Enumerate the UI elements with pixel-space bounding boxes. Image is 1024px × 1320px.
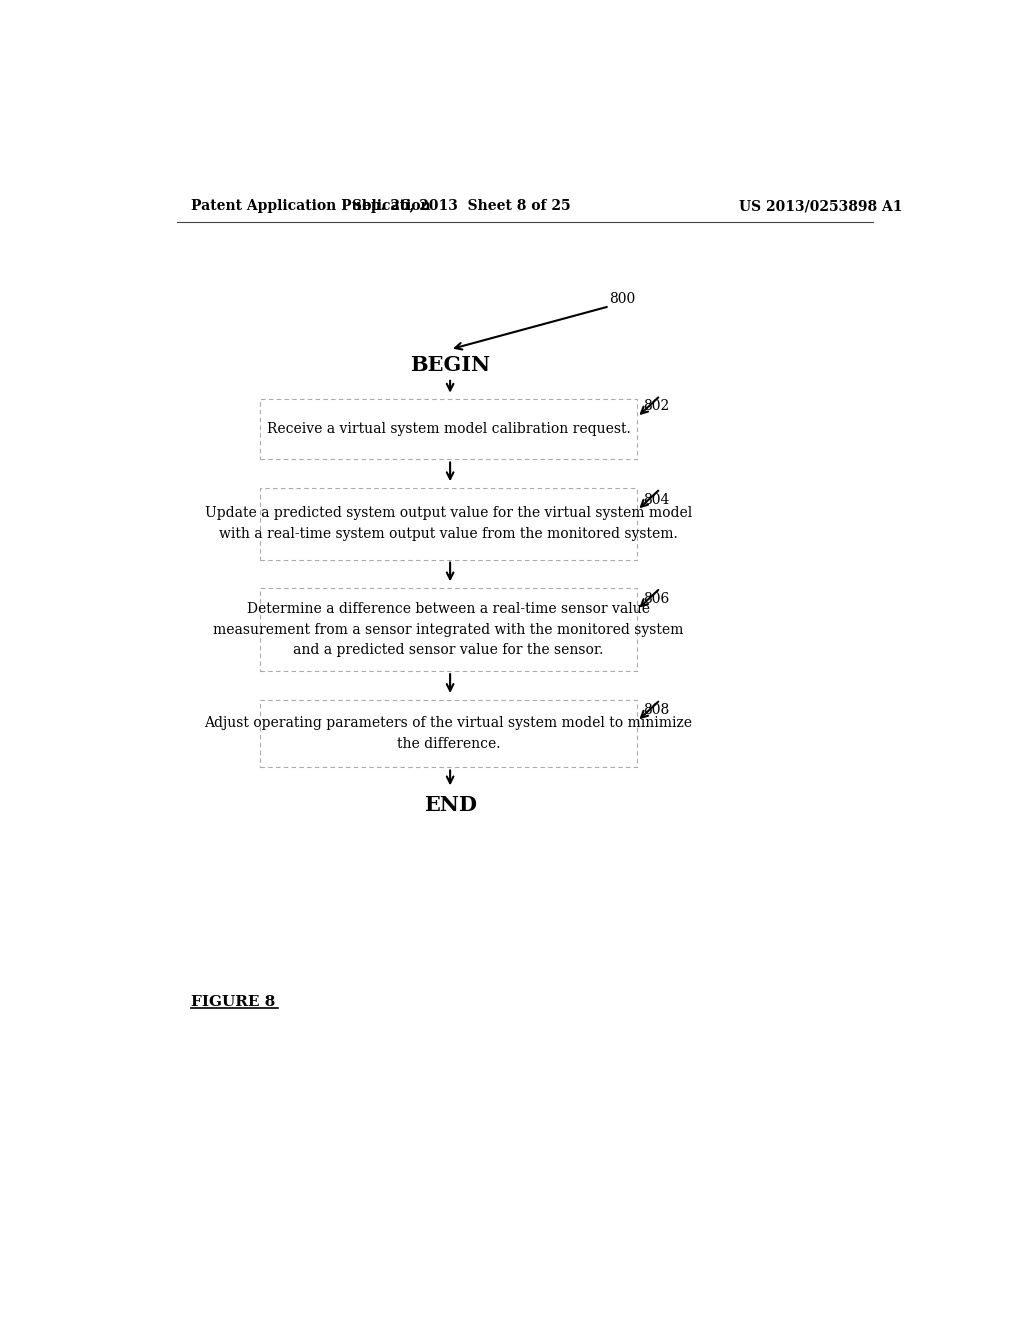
Text: Determine a difference between a real-time sensor value
measurement from a senso: Determine a difference between a real-ti… bbox=[213, 602, 684, 657]
Text: BEGIN: BEGIN bbox=[410, 355, 490, 375]
Text: END: END bbox=[424, 795, 476, 816]
Text: Adjust operating parameters of the virtual system model to minimize
the differen: Adjust operating parameters of the virtu… bbox=[205, 717, 692, 751]
Text: Sep. 26, 2013  Sheet 8 of 25: Sep. 26, 2013 Sheet 8 of 25 bbox=[352, 199, 571, 213]
Text: 800: 800 bbox=[609, 292, 636, 305]
Text: US 2013/0253898 A1: US 2013/0253898 A1 bbox=[739, 199, 902, 213]
Text: Receive a virtual system model calibration request.: Receive a virtual system model calibrati… bbox=[266, 422, 631, 437]
Text: 802: 802 bbox=[643, 400, 670, 413]
Text: Patent Application Publication: Patent Application Publication bbox=[190, 199, 430, 213]
Bar bbox=[260, 589, 637, 671]
Bar bbox=[260, 488, 637, 560]
Text: Update a predicted system output value for the virtual system model
with a real-: Update a predicted system output value f… bbox=[205, 507, 692, 541]
Bar bbox=[260, 400, 637, 459]
Text: FIGURE 8: FIGURE 8 bbox=[190, 994, 275, 1008]
Text: 804: 804 bbox=[643, 492, 670, 507]
Text: 808: 808 bbox=[643, 704, 670, 718]
Bar bbox=[260, 700, 637, 767]
Text: 806: 806 bbox=[643, 591, 670, 606]
